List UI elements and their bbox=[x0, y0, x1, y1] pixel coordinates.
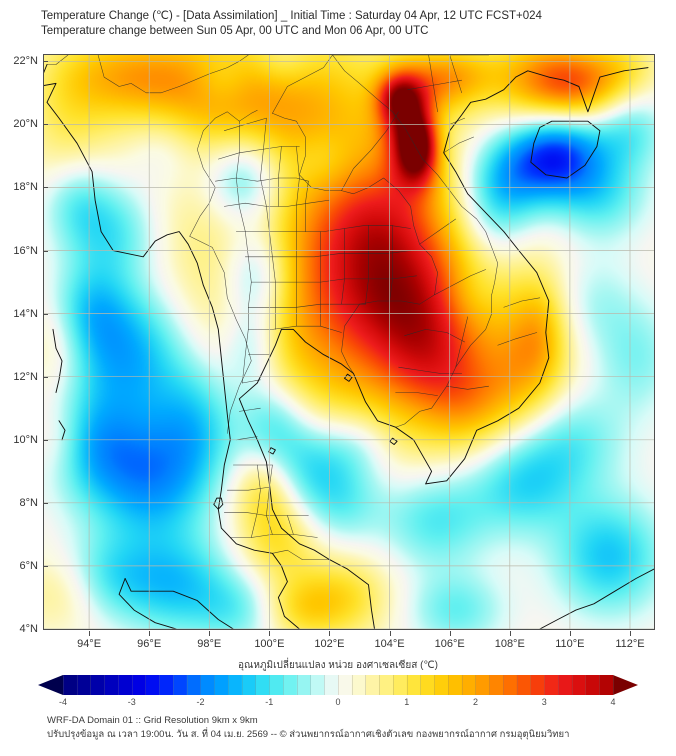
longitude-tick-label: 104°E bbox=[374, 638, 405, 650]
latitude-tick-label: 16°N bbox=[13, 244, 38, 257]
latitude-tick-label: 22°N bbox=[13, 55, 38, 68]
longitude-tick-mark bbox=[329, 631, 331, 636]
latitude-tick-label: 20°N bbox=[13, 118, 38, 131]
coastline-and-borders-overlay bbox=[44, 55, 654, 629]
footer-block: WRF-DA Domain 01 :: Grid Resolution 9km … bbox=[47, 714, 667, 742]
longitude-tick-mark bbox=[209, 631, 211, 636]
longitude-tick-mark bbox=[389, 631, 391, 636]
longitude-tick-mark bbox=[629, 631, 631, 636]
latitude-tick-mark bbox=[43, 502, 48, 504]
colorbar-tick-label: 4 bbox=[610, 697, 616, 707]
latitude-tick-label: 8°N bbox=[19, 496, 38, 509]
longitude-tick-label: 100°E bbox=[254, 638, 285, 650]
temperature-anomaly-field bbox=[44, 55, 654, 629]
longitude-tick-label: 94°E bbox=[77, 638, 102, 650]
latitude-tick-mark bbox=[43, 187, 48, 189]
latitude-tick-label: 12°N bbox=[13, 370, 38, 383]
latitude-tick-mark bbox=[43, 250, 48, 252]
colorbar-tick-label: -1 bbox=[265, 697, 274, 707]
colorbar-title: อุณหภูมิเปลี่ยนแปลง หน่วย องศาเซลเซียส (… bbox=[238, 660, 438, 671]
longitude-tick-label: 110°E bbox=[555, 638, 585, 650]
colorbar-tick-label: 2 bbox=[472, 697, 479, 707]
latitude-axis: 4°N 6°N 8°N 10°N 12°N 14°N 16°N 18°N 20°N 22°N bbox=[0, 54, 38, 635]
latitude-tick-mark bbox=[43, 565, 48, 567]
chart-title-block: Temperature Change (℃) - [Data Assimilat… bbox=[41, 9, 661, 39]
longitude-tick-mark bbox=[269, 631, 271, 636]
longitude-tick-label: 102°E bbox=[314, 638, 345, 650]
colorbar-tick-label: 1 bbox=[404, 697, 410, 707]
colorbar-canvas bbox=[38, 675, 638, 695]
latitude-tick-label: 18°N bbox=[13, 181, 38, 194]
title-line-1: Temperature Change (℃) - [Data Assimilat… bbox=[41, 10, 542, 22]
lat-lon-gridlines bbox=[44, 55, 654, 629]
longitude-tick-label: 98°E bbox=[197, 638, 222, 650]
longitude-tick-label: 96°E bbox=[137, 638, 162, 650]
longitude-tick-mark bbox=[149, 631, 151, 636]
latitude-tick-mark bbox=[43, 439, 48, 441]
latitude-tick-label: 10°N bbox=[13, 433, 38, 446]
colorbar-tick-label: 3 bbox=[541, 697, 547, 707]
latitude-tick-mark bbox=[43, 313, 48, 315]
longitude-tick-mark bbox=[509, 631, 511, 636]
title-line-2: Temperature change between Sun 05 Apr, 0… bbox=[41, 25, 429, 37]
longitude-tick-label: 112°E bbox=[615, 638, 645, 650]
map-plot-area bbox=[43, 54, 655, 630]
latitude-tick-label: 6°N bbox=[19, 559, 38, 572]
longitude-tick-mark bbox=[569, 631, 571, 636]
colorbar-block: อุณหภูมิเปลี่ยนแปลง หน่วย องศาเซลเซียส (… bbox=[0, 658, 676, 708]
longitude-tick-mark bbox=[89, 631, 91, 636]
colorbar-tick-label: -3 bbox=[127, 697, 136, 707]
latitude-tick-mark bbox=[43, 376, 48, 378]
footer-line-credit: ปรับปรุงข้อมูล ณ เวลา 19:00น. วัน ส. ที่… bbox=[47, 729, 570, 740]
longitude-axis: 94°E 96°E 98°E 100°E 102°E 104°E 106°E 108°E 110… bbox=[43, 631, 655, 653]
colorbar-tick-label: -4 bbox=[58, 697, 68, 707]
colorbar-tick-label: 0 bbox=[335, 697, 341, 707]
longitude-tick-label: 108°E bbox=[494, 638, 525, 650]
colorbar-tick-labels: -4 -3 -2 -1 0 1 2 3 4 bbox=[38, 695, 638, 711]
latitude-tick-label: 4°N bbox=[19, 623, 38, 635]
colorbar-strip bbox=[38, 675, 638, 695]
longitude-tick-mark bbox=[449, 631, 451, 636]
colorbar-tick-label: -2 bbox=[196, 697, 205, 707]
latitude-tick-mark bbox=[43, 61, 48, 63]
latitude-tick-mark bbox=[43, 629, 48, 630]
latitude-tick-mark bbox=[43, 124, 48, 126]
footer-line-model-info: WRF-DA Domain 01 :: Grid Resolution 9km … bbox=[47, 715, 258, 726]
latitude-tick-label: 14°N bbox=[13, 307, 38, 320]
longitude-tick-label: 106°E bbox=[434, 638, 465, 650]
